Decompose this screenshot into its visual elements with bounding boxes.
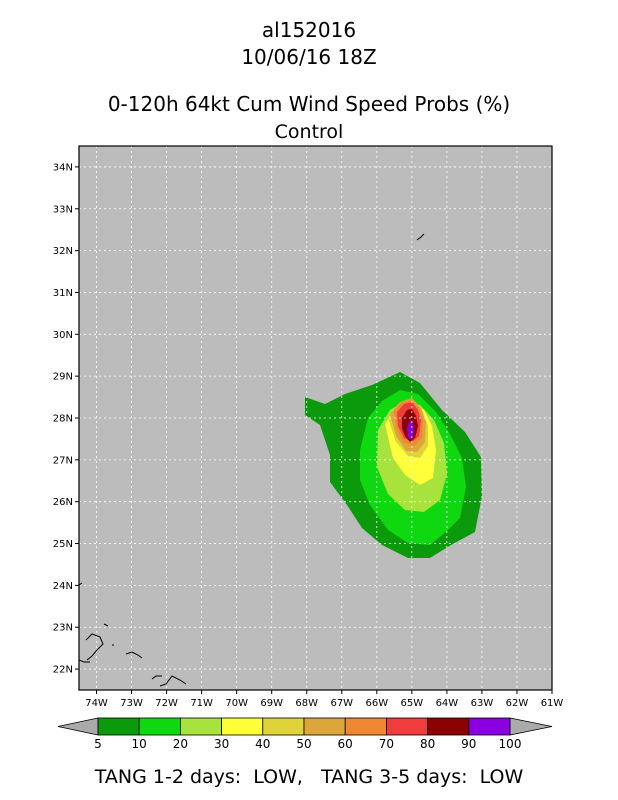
lon-tick-label: 64W xyxy=(436,698,459,709)
lat-tick-label: 33N xyxy=(53,204,73,215)
lon-tick-label: 73W xyxy=(120,698,143,709)
lon-tick-label: 72W xyxy=(155,698,178,709)
lat-tick-label: 28N xyxy=(53,414,73,425)
lon-tick-label: 74W xyxy=(85,698,108,709)
lon-tick-label: 67W xyxy=(330,698,353,709)
coastlines xyxy=(79,233,425,687)
legend-swatch xyxy=(427,717,470,736)
legend-swatch xyxy=(385,717,428,736)
probability-map: 74W 73W 72W 71W 70W 69W 68W 67W 66W 65W 64W 63W 62W 6… xyxy=(53,145,563,751)
legend-arrow-left xyxy=(57,717,99,736)
legend-swatch xyxy=(468,717,511,736)
lon-tick-label: 69W xyxy=(260,698,283,709)
latitude-labels: 22N 23N 24N 25N 26N 27N 28N 29N 30N 31N 32N 33N 34N xyxy=(53,162,73,675)
longitude-labels: 74W 73W 72W 71W 70W 69W 68W 67W 66W 65W 64W 63W 62W 6… xyxy=(85,698,563,709)
legend-swatch xyxy=(303,717,346,736)
legend-label: 90 xyxy=(461,737,476,751)
legend-swatch xyxy=(138,717,181,736)
legend-label: 40 xyxy=(255,737,270,751)
bahamas-inagua xyxy=(85,633,104,661)
caicos-small xyxy=(151,675,162,680)
lon-tick-label: 71W xyxy=(190,698,213,709)
legend-label: 10 xyxy=(132,737,147,751)
legend-swatch xyxy=(344,717,387,736)
lat-tick-label: 22N xyxy=(53,665,73,676)
lat-lon-grid xyxy=(79,146,552,690)
axis-ticks xyxy=(75,166,553,694)
lon-tick-label: 62W xyxy=(506,698,529,709)
lat-tick-label: 29N xyxy=(53,372,73,383)
lat-tick-label: 26N xyxy=(53,497,73,508)
bermuda-island xyxy=(416,233,425,241)
legend-label: 30 xyxy=(214,737,229,751)
legend-label: 5 xyxy=(94,737,102,751)
probability-contours xyxy=(305,372,482,558)
lat-tick-label: 24N xyxy=(53,581,73,592)
legend-label: 50 xyxy=(296,737,311,751)
legend-arrow-right xyxy=(509,717,553,736)
bahamas-small-1 xyxy=(103,623,109,627)
legend-label: 20 xyxy=(173,737,188,751)
legend-swatch xyxy=(221,717,264,736)
lon-tick-label: 66W xyxy=(366,698,389,709)
turks-caicos xyxy=(125,651,143,659)
legend-label: 80 xyxy=(420,737,435,751)
lat-tick-label: 27N xyxy=(53,455,73,466)
hispaniola-north-coast xyxy=(159,675,187,687)
lat-tick-label: 32N xyxy=(53,246,73,257)
legend-label: 100 xyxy=(499,737,522,751)
run-title: Control xyxy=(274,121,344,143)
lon-tick-label: 63W xyxy=(471,698,494,709)
product-title: 0-120h 64kt Cum Wind Speed Probs (%) xyxy=(107,92,511,116)
legend-swatch xyxy=(262,717,305,736)
lon-tick-label: 68W xyxy=(295,698,318,709)
lon-tick-label: 70W xyxy=(225,698,248,709)
lat-tick-label: 30N xyxy=(53,330,73,341)
tang-status-text: TANG 1-2 days: LOW, TANG 3-5 days: LOW xyxy=(94,766,524,788)
lat-tick-label: 31N xyxy=(53,288,73,299)
legend-swatch xyxy=(97,717,140,736)
legend-label: 60 xyxy=(338,737,353,751)
contour-90 xyxy=(407,420,414,440)
legend-swatch xyxy=(179,717,222,736)
probability-legend: 5 10 20 30 40 50 60 70 80 90 100 xyxy=(57,717,553,751)
lat-tick-label: 34N xyxy=(53,162,73,173)
lat-tick-label: 25N xyxy=(53,539,73,550)
lon-tick-label: 65W xyxy=(401,698,424,709)
lon-tick-label: 61W xyxy=(541,698,564,709)
legend-label: 70 xyxy=(379,737,394,751)
cuba-east-tip xyxy=(79,659,90,663)
storm-id-title: al152016 xyxy=(261,18,357,42)
lat-tick-label: 23N xyxy=(53,623,73,634)
datetime-title: 10/06/16 18Z xyxy=(241,45,377,69)
